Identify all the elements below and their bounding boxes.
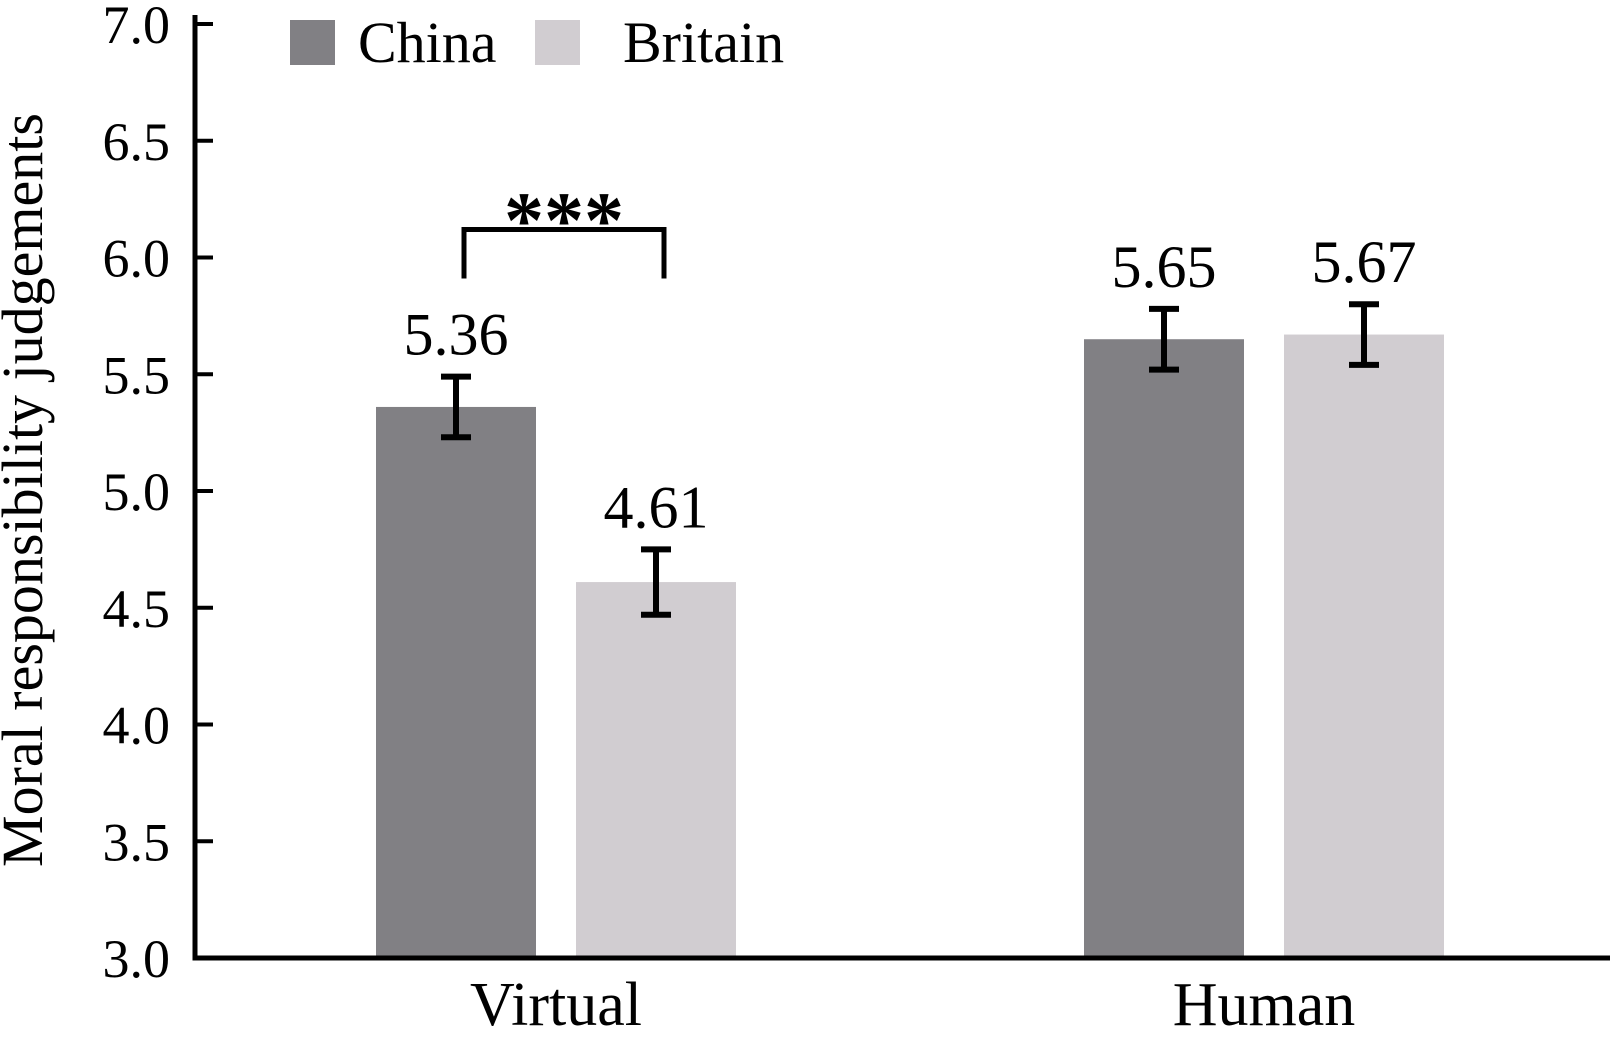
bar-virtual-britain bbox=[576, 582, 736, 958]
y-tick-label: 5.5 bbox=[103, 345, 171, 405]
bar-human-britain bbox=[1284, 334, 1444, 958]
legend-label-china: China bbox=[358, 10, 497, 75]
error-bar-virtual-china bbox=[441, 373, 471, 441]
error-bar-human-britain bbox=[1349, 301, 1379, 368]
significance-label: *** bbox=[504, 177, 624, 265]
value-label-human-britain: 5.67 bbox=[1312, 229, 1417, 295]
y-tick-label: 7.0 bbox=[103, 0, 171, 55]
error-bar-virtual-britain bbox=[641, 546, 671, 618]
x-category-label-virtual: Virtual bbox=[470, 971, 642, 1039]
error-bar-human-china bbox=[1149, 305, 1179, 373]
y-tick-label: 4.0 bbox=[103, 696, 171, 756]
significance-bracket bbox=[461, 226, 667, 279]
value-label-human-china: 5.65 bbox=[1112, 234, 1217, 300]
legend-label-britain: Britain bbox=[623, 10, 784, 75]
y-axis-title: Moral responsibility judgements bbox=[0, 113, 55, 867]
y-tick-label: 4.5 bbox=[103, 579, 171, 639]
y-tick-label: 3.5 bbox=[103, 812, 171, 872]
bar-virtual-china bbox=[376, 406, 536, 958]
y-tick-label: 5.0 bbox=[103, 462, 171, 522]
legend-swatch-britain bbox=[535, 20, 580, 65]
value-label-virtual-britain: 4.61 bbox=[604, 474, 709, 540]
y-tick-label: 3.0 bbox=[103, 929, 171, 989]
value-label-virtual-china: 5.36 bbox=[404, 302, 509, 368]
bar-human-china bbox=[1084, 339, 1244, 959]
y-tick-label: 6.5 bbox=[103, 112, 171, 172]
y-tick-label: 6.0 bbox=[103, 229, 171, 289]
x-category-label-human: Human bbox=[1173, 971, 1356, 1039]
legend-swatch-china bbox=[290, 20, 335, 65]
